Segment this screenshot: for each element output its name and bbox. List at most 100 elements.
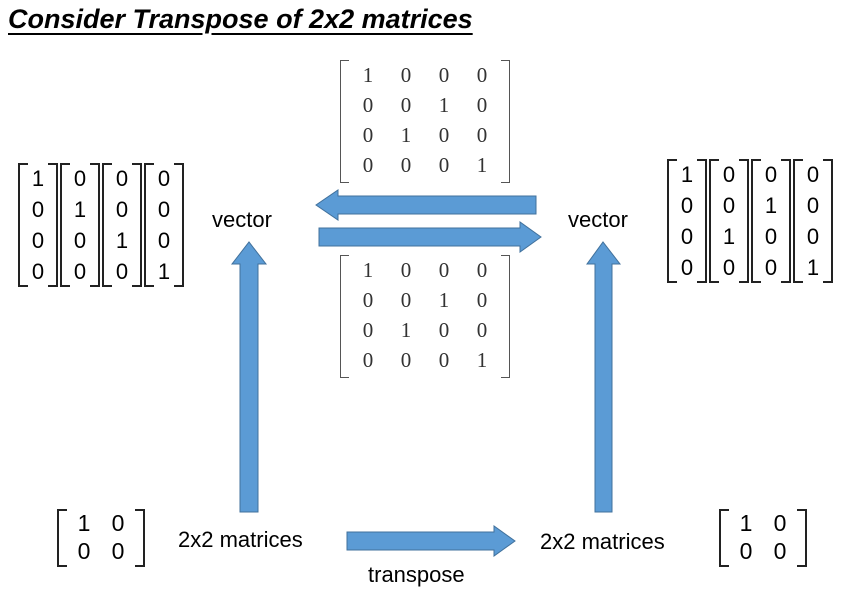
bracket-right [135, 509, 145, 567]
bracket-right [501, 255, 510, 378]
vector-entry: 1 [31, 166, 45, 191]
vector-entry: 0 [115, 259, 129, 284]
matrix-entry: 0 [773, 510, 787, 536]
bracket-left [719, 509, 729, 567]
matrix-entry: 0 [362, 123, 374, 147]
bracket-right [697, 159, 707, 283]
matrix-entry: 0 [476, 93, 488, 117]
matrix-entry: 0 [476, 318, 488, 342]
bracket-left [60, 163, 70, 287]
bracket-left [18, 163, 28, 287]
matrix-entry: 0 [362, 93, 374, 117]
basis-vector: 1 0 0 0 [667, 159, 707, 283]
basis-vector: 1 0 0 0 [18, 163, 58, 287]
matrix-entry: 0 [739, 538, 753, 564]
matrices-label-right: 2x2 matrices [540, 529, 665, 554]
bracket-left [751, 159, 761, 283]
matrix-entry: 1 [362, 258, 374, 282]
matrix-entry: 0 [438, 318, 450, 342]
vector-entry: 1 [115, 228, 129, 253]
bracket-left [667, 159, 677, 283]
bracket-left [102, 163, 112, 287]
matrix-entry: 0 [476, 288, 488, 312]
bracket-left [340, 60, 349, 183]
bracket-right [781, 159, 791, 283]
matrix-entry: 0 [362, 348, 374, 372]
matrix-entry: 1 [400, 123, 412, 147]
permutation-matrix-bottom: 1 0 0 0 0 0 1 0 0 1 0 0 0 0 0 1 [340, 255, 510, 378]
basis-vector: 0 1 0 0 [60, 163, 100, 287]
vector-entry: 1 [680, 162, 694, 187]
vector-entry: 0 [157, 166, 171, 191]
matrix-entry: 0 [400, 93, 412, 117]
matrix-entry: 0 [773, 538, 787, 564]
vector-entry: 0 [115, 197, 129, 222]
vector-label-right: vector [568, 207, 628, 232]
bracket-left [340, 255, 349, 378]
vector-entry: 1 [764, 193, 778, 218]
vector-entry: 0 [806, 162, 820, 187]
vector-entry: 0 [115, 166, 129, 191]
bracket-left [709, 159, 719, 283]
basis-vector: 0 0 0 1 [144, 163, 184, 287]
vector-entry: 0 [722, 162, 736, 187]
matrix-entry: 0 [400, 288, 412, 312]
vector-entry: 0 [764, 224, 778, 249]
basis-vector: 0 0 1 0 [709, 159, 749, 283]
bracket-right [739, 159, 749, 283]
basis-vectors-right: 1 0 0 0 0 0 1 0 0 1 0 0 0 0 0 1 [667, 159, 833, 283]
matrices-label-left: 2x2 matrices [178, 527, 303, 552]
vector-entry: 0 [680, 224, 694, 249]
arrow-right-icon [318, 221, 542, 253]
matrix-entry: 1 [400, 318, 412, 342]
bracket-left [793, 159, 803, 283]
matrix-entry: 1 [362, 63, 374, 87]
bracket-right [797, 509, 807, 567]
bracket-right [48, 163, 58, 287]
matrix-entry: 0 [438, 123, 450, 147]
matrix-entry: 0 [362, 318, 374, 342]
bracket-right [132, 163, 142, 287]
vector-entry: 0 [764, 162, 778, 187]
vector-entry: 0 [73, 228, 87, 253]
arrow-transpose-icon [346, 525, 516, 557]
matrix-entry: 1 [476, 153, 488, 177]
vector-entry: 0 [31, 228, 45, 253]
transpose-label: transpose [368, 562, 465, 587]
vector-entry: 0 [764, 255, 778, 280]
vector-entry: 1 [73, 197, 87, 222]
arrow-up-right-icon [586, 241, 622, 513]
vector-entry: 0 [680, 193, 694, 218]
matrix-entry: 0 [362, 288, 374, 312]
matrix-entry: 0 [438, 348, 450, 372]
matrix-entry: 0 [400, 348, 412, 372]
basis-vector: 0 0 1 0 [102, 163, 142, 287]
matrix-entry: 0 [400, 258, 412, 282]
matrix-entry: 0 [476, 258, 488, 282]
vector-entry: 0 [73, 166, 87, 191]
matrix-entry: 1 [739, 510, 753, 536]
matrix-entry: 1 [438, 93, 450, 117]
vector-entry: 1 [157, 259, 171, 284]
permutation-matrix-top: 1 0 0 0 0 0 1 0 0 1 0 0 0 0 0 1 [340, 60, 510, 183]
matrix-entry: 0 [476, 63, 488, 87]
matrix-entry: 0 [111, 538, 125, 564]
matrix-entry: 0 [438, 63, 450, 87]
matrix-entry: 1 [77, 510, 91, 536]
basis-vector: 0 1 0 0 [751, 159, 791, 283]
vector-entry: 0 [722, 193, 736, 218]
bracket-right [90, 163, 100, 287]
vector-entry: 0 [157, 197, 171, 222]
vector-entry: 0 [31, 197, 45, 222]
vector-entry: 0 [806, 193, 820, 218]
matrix-entry: 0 [362, 153, 374, 177]
vector-entry: 1 [806, 255, 820, 280]
matrix-entry: 0 [400, 63, 412, 87]
vector-entry: 0 [73, 259, 87, 284]
basis-vector: 0 0 0 1 [793, 159, 833, 283]
bracket-right [823, 159, 833, 283]
vector-entry: 0 [722, 255, 736, 280]
